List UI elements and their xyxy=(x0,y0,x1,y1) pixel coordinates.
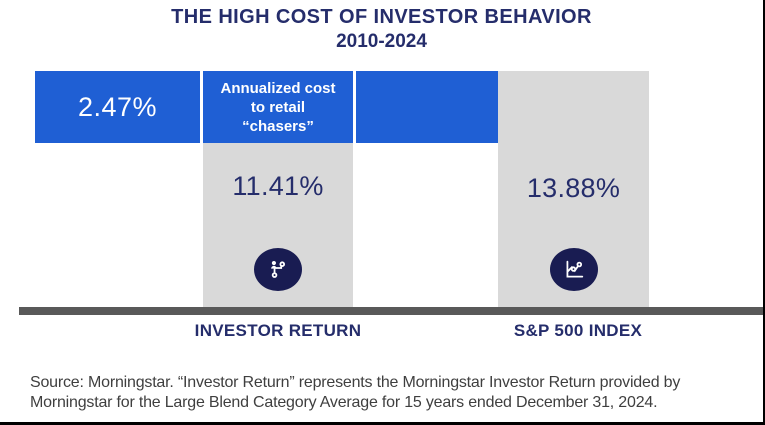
label-investor-return: INVESTOR RETURN xyxy=(194,321,362,340)
investor-return-value: 11.41% xyxy=(232,171,324,201)
line-chart-icon xyxy=(550,248,598,291)
cost-callout-value-box: 2.47% xyxy=(35,71,200,143)
cost-callout-label: Annualized cost to retail “chasers” xyxy=(220,79,336,135)
chart-title: THE HIGH COST OF INVESTOR BEHAVIOR xyxy=(171,6,592,28)
cost-callout-label-box: Annualized cost to retail “chasers” xyxy=(203,71,353,143)
sp500-index-value: 13.88% xyxy=(526,173,621,203)
cost-callout-value: 2.47% xyxy=(77,91,158,122)
label-sp500-index: S&P 500 INDEX xyxy=(513,321,643,340)
cost-callout-extension xyxy=(356,71,498,143)
x-axis-line xyxy=(19,307,763,315)
chart-subtitle: 2010-2024 xyxy=(336,31,427,52)
person-flow-icon xyxy=(254,248,302,291)
source-note: Source: Morningstar. “Investor Return” r… xyxy=(30,374,681,411)
